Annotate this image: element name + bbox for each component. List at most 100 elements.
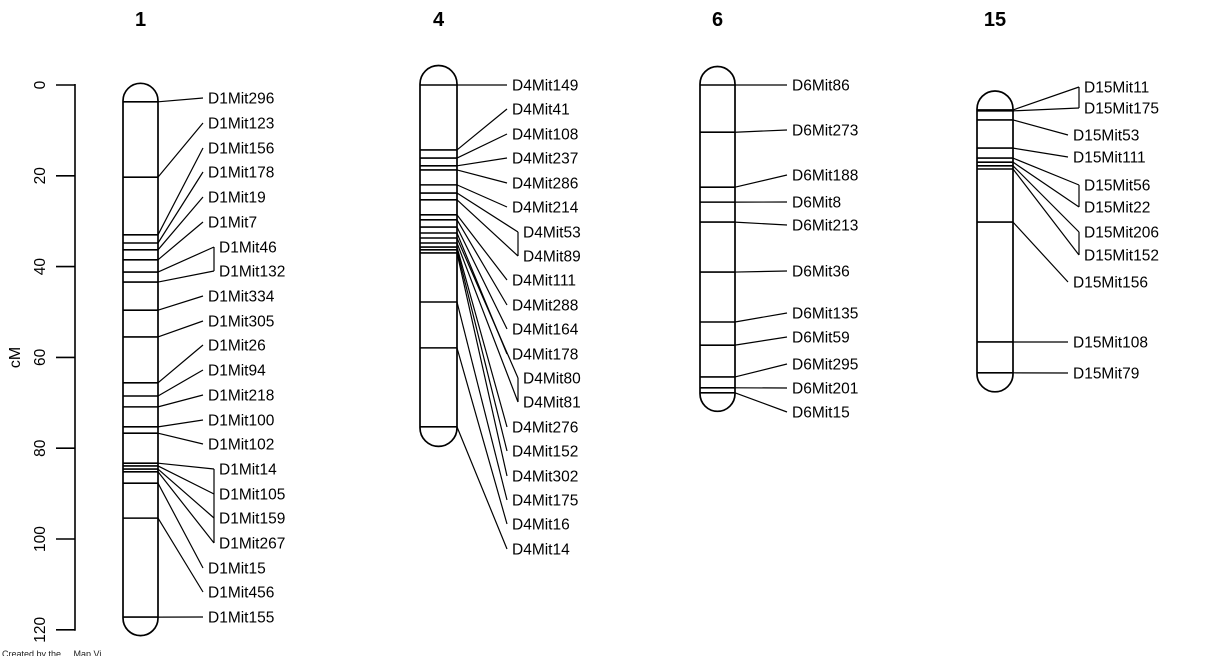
marker-label: D4Mit81: [523, 395, 581, 412]
marker-connector-line: [157, 517, 204, 593]
marker-connector-line: [456, 347, 508, 525]
chromosome-6: 6 D6Mit86 D6Mit273 D6Mit188 D6Mit8 D6Mit213 D6…: [699, 9, 858, 422]
marker-connector-line: [157, 147, 204, 236]
marker-label: D4Mit178: [512, 347, 578, 364]
marker-connector-line: [1012, 147, 1069, 158]
marker-label: D1Mit334: [208, 289, 275, 306]
marker-connector-line: [456, 133, 508, 159]
marker-connector-line: [1012, 161, 1080, 208]
chromosome-1: 1 D1Mit296 D1Mit123 D1Mit156 D1Mit178 D1Mit19…: [122, 9, 285, 637]
marker-label: D1Mit267: [219, 536, 285, 553]
marker-label: D6Mit36: [792, 264, 850, 281]
marker-label: D1Mit7: [208, 215, 257, 232]
marker-connector-line: [157, 196, 204, 251]
marker-label: D4Mit89: [523, 249, 581, 266]
marker-connector-line: [157, 171, 204, 244]
marker-connector-line: [1012, 221, 1069, 283]
y-axis-tick-label: 40: [32, 258, 49, 276]
marker-connector-line: [734, 174, 788, 188]
marker-label: D1Mit123: [208, 116, 274, 133]
marker-label: D4Mit152: [512, 444, 578, 461]
marker-connector-line: [456, 252, 508, 477]
marker-label: D4Mit276: [512, 420, 578, 437]
marker-label: D15Mit108: [1073, 335, 1148, 352]
marker-connector-line: [456, 108, 508, 151]
marker-label: D1Mit159: [219, 511, 285, 528]
marker-connector-line: [456, 169, 508, 184]
marker-connector-line: [157, 465, 215, 495]
marker-label: D1Mit156: [208, 141, 274, 158]
marker-label: D1Mit296: [208, 91, 274, 108]
marker-label: D4Mit108: [512, 127, 578, 144]
marker-connector-line: [157, 344, 204, 384]
marker-label: D6Mit15: [792, 405, 850, 422]
marker-label: D15Mit22: [1084, 200, 1150, 217]
chromosome-title: 6: [712, 9, 723, 31]
marker-connector-line: [157, 468, 215, 519]
marker-connector-line: [456, 157, 508, 167]
marker-connector-line: [456, 192, 519, 233]
chromosome-title: 15: [984, 9, 1006, 31]
marker-connector-line: [456, 237, 519, 379]
marker-connector-line: [734, 270, 788, 273]
marker-label: D15Mit206: [1084, 225, 1159, 242]
marker-connector-line: [157, 122, 204, 178]
marker-label: D15Mit53: [1073, 128, 1139, 145]
marker-connector-line: [157, 419, 204, 428]
marker-connector-line: [1012, 168, 1080, 256]
marker-label: D4Mit237: [512, 151, 578, 168]
marker-label: D4Mit175: [512, 493, 578, 510]
chromosome-4: 4 D4Mit149 D4Mit41 D4Mit108 D4Mit237 D4Mit286…: [419, 9, 581, 559]
marker-label: D4Mit164: [512, 322, 579, 339]
marker-connector-line: [456, 199, 519, 257]
marker-label: D1Mit105: [219, 487, 285, 504]
marker-connector-line: [734, 312, 788, 323]
marker-connector-line: [157, 471, 215, 544]
y-axis-tick-label: 60: [32, 348, 49, 366]
y-axis-tick-label: 0: [32, 80, 49, 89]
marker-connector-line: [1012, 157, 1080, 186]
marker-connector-line: [456, 226, 508, 330]
marker-connector-line: [157, 320, 204, 338]
marker-label: D6Mit201: [792, 381, 858, 398]
marker-label: D6Mit273: [792, 123, 858, 140]
marker-connector-line: [734, 336, 788, 346]
marker-label: D1Mit46: [219, 240, 277, 257]
marker-label: D4Mit302: [512, 469, 578, 486]
marker-label: D15Mit56: [1084, 178, 1150, 195]
marker-label: D1Mit14: [219, 462, 277, 479]
chromosome-bar: [976, 90, 1014, 393]
marker-label: D15Mit175: [1084, 101, 1159, 118]
marker-connector-line: [157, 482, 204, 569]
marker-label: D15Mit152: [1084, 248, 1159, 265]
marker-label: D15Mit79: [1073, 366, 1139, 383]
marker-label: D1Mit94: [208, 363, 266, 380]
marker-connector-line: [1012, 107, 1080, 112]
marker-connector-line: [157, 246, 215, 273]
marker-label: D4Mit286: [512, 176, 578, 193]
marker-connector-line: [1012, 119, 1069, 136]
chromosome-title: 1: [135, 9, 146, 31]
y-axis-tick-label: 120: [32, 616, 49, 642]
marker-label: D4Mit111: [512, 273, 576, 290]
marker-connector-line: [734, 363, 788, 378]
chromosome-15: 15 D15Mit11 D15Mit175 D15Mit53 D15Mit111 D15M…: [976, 9, 1159, 393]
marker-label: D1Mit305: [208, 314, 274, 331]
chromosome-title: 4: [433, 9, 445, 31]
marker-label: D4Mit41: [512, 102, 570, 119]
marker-label: D4Mit214: [512, 200, 579, 217]
marker-label: D15Mit11: [1084, 80, 1149, 97]
marker-label: D6Mit295: [792, 357, 858, 374]
marker-connector-line: [157, 369, 204, 397]
marker-label: D6Mit135: [792, 306, 858, 323]
marker-label: D4Mit14: [512, 542, 570, 559]
chromosome-bar: [122, 82, 159, 637]
marker-label: D4Mit16: [512, 517, 570, 534]
marker-label: D1Mit178: [208, 165, 274, 182]
marker-connector-line: [456, 301, 508, 501]
marker-label: D6Mit213: [792, 218, 858, 235]
marker-connector-line: [456, 242, 519, 403]
marker-connector-line: [1012, 86, 1080, 111]
